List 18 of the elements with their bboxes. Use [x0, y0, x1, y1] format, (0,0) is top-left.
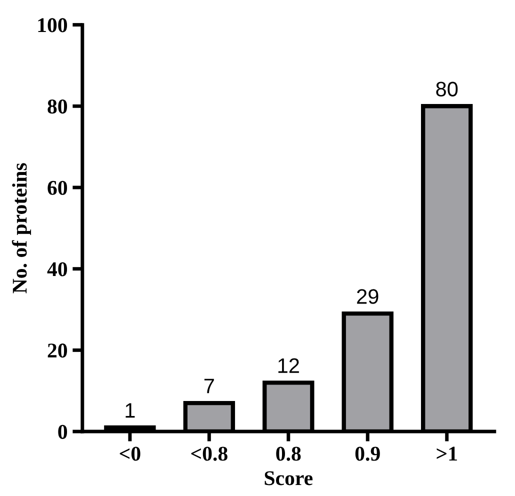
y-tick-label: 60 [48, 180, 68, 195]
x-tick-label: <0 [120, 446, 140, 461]
y-tick-label: 20 [48, 344, 68, 358]
x-tick-label: <0.8 [191, 446, 228, 461]
x-axis-title: Score [264, 471, 313, 486]
x-tick-label: 0.8 [276, 446, 301, 461]
x-tick-label: >1 [436, 446, 457, 461]
data-label: 1 [126, 403, 135, 418]
y-tick-label: 80 [48, 100, 68, 114]
x-tick-label: 0.9 [355, 446, 380, 461]
data-label: 80 [436, 82, 458, 96]
y-tick-label: 40 [47, 262, 68, 276]
data-label: 12 [278, 358, 299, 373]
y-tick-label: 100 [38, 18, 68, 32]
data-label: 29 [357, 289, 378, 304]
data-label: 7 [204, 378, 214, 394]
y-axis-title: No. of proteins [12, 163, 32, 294]
y-tick-label: 0 [58, 424, 68, 439]
